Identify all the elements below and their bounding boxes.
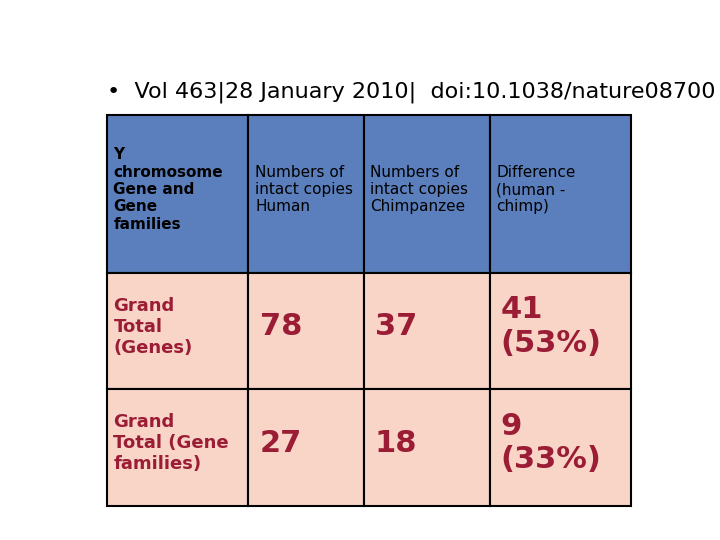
Bar	[364, 114, 490, 273]
Text: 78: 78	[259, 312, 302, 341]
Text: Numbers of
intact copies
Chimpanzee: Numbers of intact copies Chimpanzee	[371, 165, 469, 214]
Bar	[107, 273, 248, 389]
Text: •  Vol 463|28 January 2010|  doi:10.1038/nature08700: • Vol 463|28 January 2010| doi:10.1038/n…	[107, 82, 715, 103]
Bar	[490, 389, 631, 505]
Bar	[364, 273, 490, 389]
Text: Numbers of
intact copies
Human: Numbers of intact copies Human	[255, 165, 353, 214]
Bar	[107, 389, 248, 505]
Bar	[490, 114, 631, 273]
Bar	[490, 273, 631, 389]
Text: Grand
Total
(Genes): Grand Total (Genes)	[114, 297, 193, 356]
Text: 41
(53%): 41 (53%)	[501, 295, 602, 358]
Text: 9
(33%): 9 (33%)	[501, 412, 602, 475]
Bar	[107, 114, 248, 273]
Text: 37: 37	[375, 312, 417, 341]
Bar	[364, 389, 490, 505]
Text: Difference
(human -
chimp): Difference (human - chimp)	[496, 165, 576, 214]
Bar	[248, 389, 364, 505]
Bar	[248, 114, 364, 273]
Text: 18: 18	[375, 429, 418, 458]
Text: Y
chromosome
Gene and
Gene
families: Y chromosome Gene and Gene families	[114, 147, 223, 232]
Bar	[248, 273, 364, 389]
Text: Grand
Total (Gene
families): Grand Total (Gene families)	[114, 414, 229, 473]
Text: 27: 27	[259, 429, 302, 458]
